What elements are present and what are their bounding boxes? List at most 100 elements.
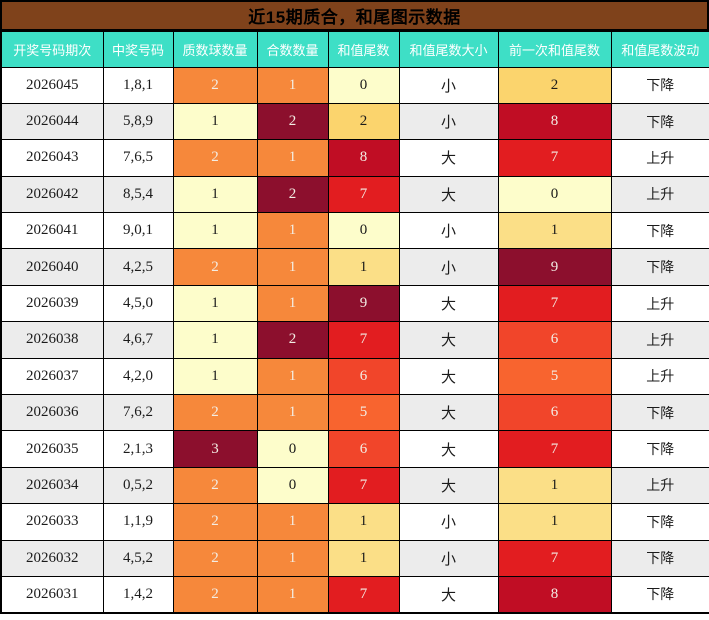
numbers-cell: 4,5,2	[102, 539, 174, 577]
numbers-cell: 4,5,0	[102, 284, 174, 323]
numbers-cell: 0,5,2	[102, 466, 174, 505]
size-cell: 小	[398, 102, 499, 141]
size-cell: 小	[398, 503, 499, 541]
prime-count-cell: 2	[172, 394, 258, 432]
tail-cell: 7	[327, 466, 400, 505]
tail-cell: 0	[327, 212, 400, 250]
tail-cell: 1	[327, 503, 400, 541]
tail-cell: 2	[327, 102, 400, 141]
trend-cell: 上升	[610, 175, 709, 214]
size-cell: 大	[398, 357, 499, 396]
composite-count-cell: 1	[256, 66, 329, 104]
numbers-cell: 1,8,1	[102, 66, 174, 104]
table-body: 2026045 1,8,1 2 1 0 小 2 下降 2026044 5,8,9 1 2 2 小 8 下降 20…	[0, 66, 709, 614]
size-cell: 大	[398, 321, 499, 359]
numbers-cell: 9,0,1	[102, 212, 174, 250]
prime-count-cell: 1	[172, 357, 258, 396]
tail-cell: 5	[327, 394, 400, 432]
prime-count-cell: 1	[172, 321, 258, 359]
table-row: 2026035 2,1,3 3 0 6 大 7 下降	[0, 430, 709, 468]
composite-count-cell: 1	[256, 284, 329, 323]
prev-tail-cell: 8	[497, 575, 612, 614]
tail-cell: 6	[327, 357, 400, 396]
prime-count-cell: 2	[172, 503, 258, 541]
trend-cell: 下降	[610, 430, 709, 468]
period-cell: 2026043	[0, 139, 104, 177]
prev-tail-cell: 1	[497, 466, 612, 505]
prime-count-cell: 1	[172, 175, 258, 214]
period-cell: 2026036	[0, 394, 104, 432]
prev-tail-cell: 0	[497, 175, 612, 214]
table-row: 2026041 9,0,1 1 1 0 小 1 下降	[0, 212, 709, 250]
table-row: 2026034 0,5,2 2 0 7 大 1 上升	[0, 466, 709, 505]
table-row: 2026032 4,5,2 2 1 1 小 7 下降	[0, 539, 709, 577]
composite-count-cell: 1	[256, 503, 329, 541]
trend-cell: 下降	[610, 575, 709, 614]
composite-count-cell: 1	[256, 357, 329, 396]
trend-cell: 上升	[610, 466, 709, 505]
trend-cell: 上升	[610, 321, 709, 359]
period-cell: 2026042	[0, 175, 104, 214]
prime-count-cell: 2	[172, 139, 258, 177]
composite-count-cell: 0	[256, 430, 329, 468]
numbers-cell: 7,6,5	[102, 139, 174, 177]
composite-count-cell: 2	[256, 175, 329, 214]
period-cell: 2026041	[0, 212, 104, 250]
prime-count-cell: 3	[172, 430, 258, 468]
table-row: 2026036 7,6,2 2 1 5 大 6 下降	[0, 394, 709, 432]
period-cell: 2026045	[0, 66, 104, 104]
trend-cell: 下降	[610, 539, 709, 577]
composite-count-cell: 1	[256, 212, 329, 250]
col-header-prev-tail: 前一次和值尾数	[497, 30, 612, 68]
prev-tail-cell: 6	[497, 394, 612, 432]
period-cell: 2026034	[0, 466, 104, 505]
size-cell: 小	[398, 212, 499, 250]
size-cell: 大	[398, 139, 499, 177]
tail-cell: 1	[327, 539, 400, 577]
period-cell: 2026044	[0, 102, 104, 141]
col-header-tail-trend: 和值尾数波动	[610, 30, 709, 68]
period-cell: 2026038	[0, 321, 104, 359]
prime-count-cell: 2	[172, 248, 258, 286]
trend-cell: 下降	[610, 66, 709, 104]
col-header-numbers: 中奖号码	[102, 30, 174, 68]
table-row: 2026042 8,5,4 1 2 7 大 0 上升	[0, 175, 709, 214]
tail-cell: 9	[327, 284, 400, 323]
tail-cell: 7	[327, 575, 400, 614]
size-cell: 小	[398, 248, 499, 286]
prev-tail-cell: 7	[497, 139, 612, 177]
composite-count-cell: 1	[256, 394, 329, 432]
col-header-tail: 和值尾数	[327, 30, 400, 68]
prev-tail-cell: 7	[497, 284, 612, 323]
period-cell: 2026033	[0, 503, 104, 541]
col-header-period: 开奖号码期次	[0, 30, 104, 68]
tail-cell: 7	[327, 175, 400, 214]
size-cell: 小	[398, 66, 499, 104]
prime-count-cell: 2	[172, 466, 258, 505]
period-cell: 2026032	[0, 539, 104, 577]
table-row: 2026031 1,4,2 2 1 7 大 8 下降	[0, 575, 709, 614]
prime-count-cell: 1	[172, 212, 258, 250]
table-header: 开奖号码期次 中奖号码 质数球数量 合数数量 和值尾数 和值尾数大小 前一次和值…	[0, 30, 709, 68]
table-row: 2026037 4,2,0 1 1 6 大 5 上升	[0, 357, 709, 396]
table-row: 2026033 1,1,9 2 1 1 小 1 下降	[0, 503, 709, 541]
tail-cell: 1	[327, 248, 400, 286]
size-cell: 大	[398, 284, 499, 323]
size-cell: 大	[398, 575, 499, 614]
page-title: 近15期质合，和尾图示数据	[248, 8, 461, 27]
numbers-cell: 7,6,2	[102, 394, 174, 432]
period-cell: 2026039	[0, 284, 104, 323]
table-row: 2026043 7,6,5 2 1 8 大 7 上升	[0, 139, 709, 177]
trend-cell: 下降	[610, 503, 709, 541]
composite-count-cell: 1	[256, 575, 329, 614]
prev-tail-cell: 8	[497, 102, 612, 141]
table-row: 2026039 4,5,0 1 1 9 大 7 上升	[0, 284, 709, 323]
tail-cell: 0	[327, 66, 400, 104]
numbers-cell: 8,5,4	[102, 175, 174, 214]
stats-table: 开奖号码期次 中奖号码 质数球数量 合数数量 和值尾数 和值尾数大小 前一次和值…	[0, 30, 709, 614]
composite-count-cell: 1	[256, 139, 329, 177]
composite-count-cell: 1	[256, 539, 329, 577]
prime-count-cell: 2	[172, 66, 258, 104]
period-cell: 2026035	[0, 430, 104, 468]
